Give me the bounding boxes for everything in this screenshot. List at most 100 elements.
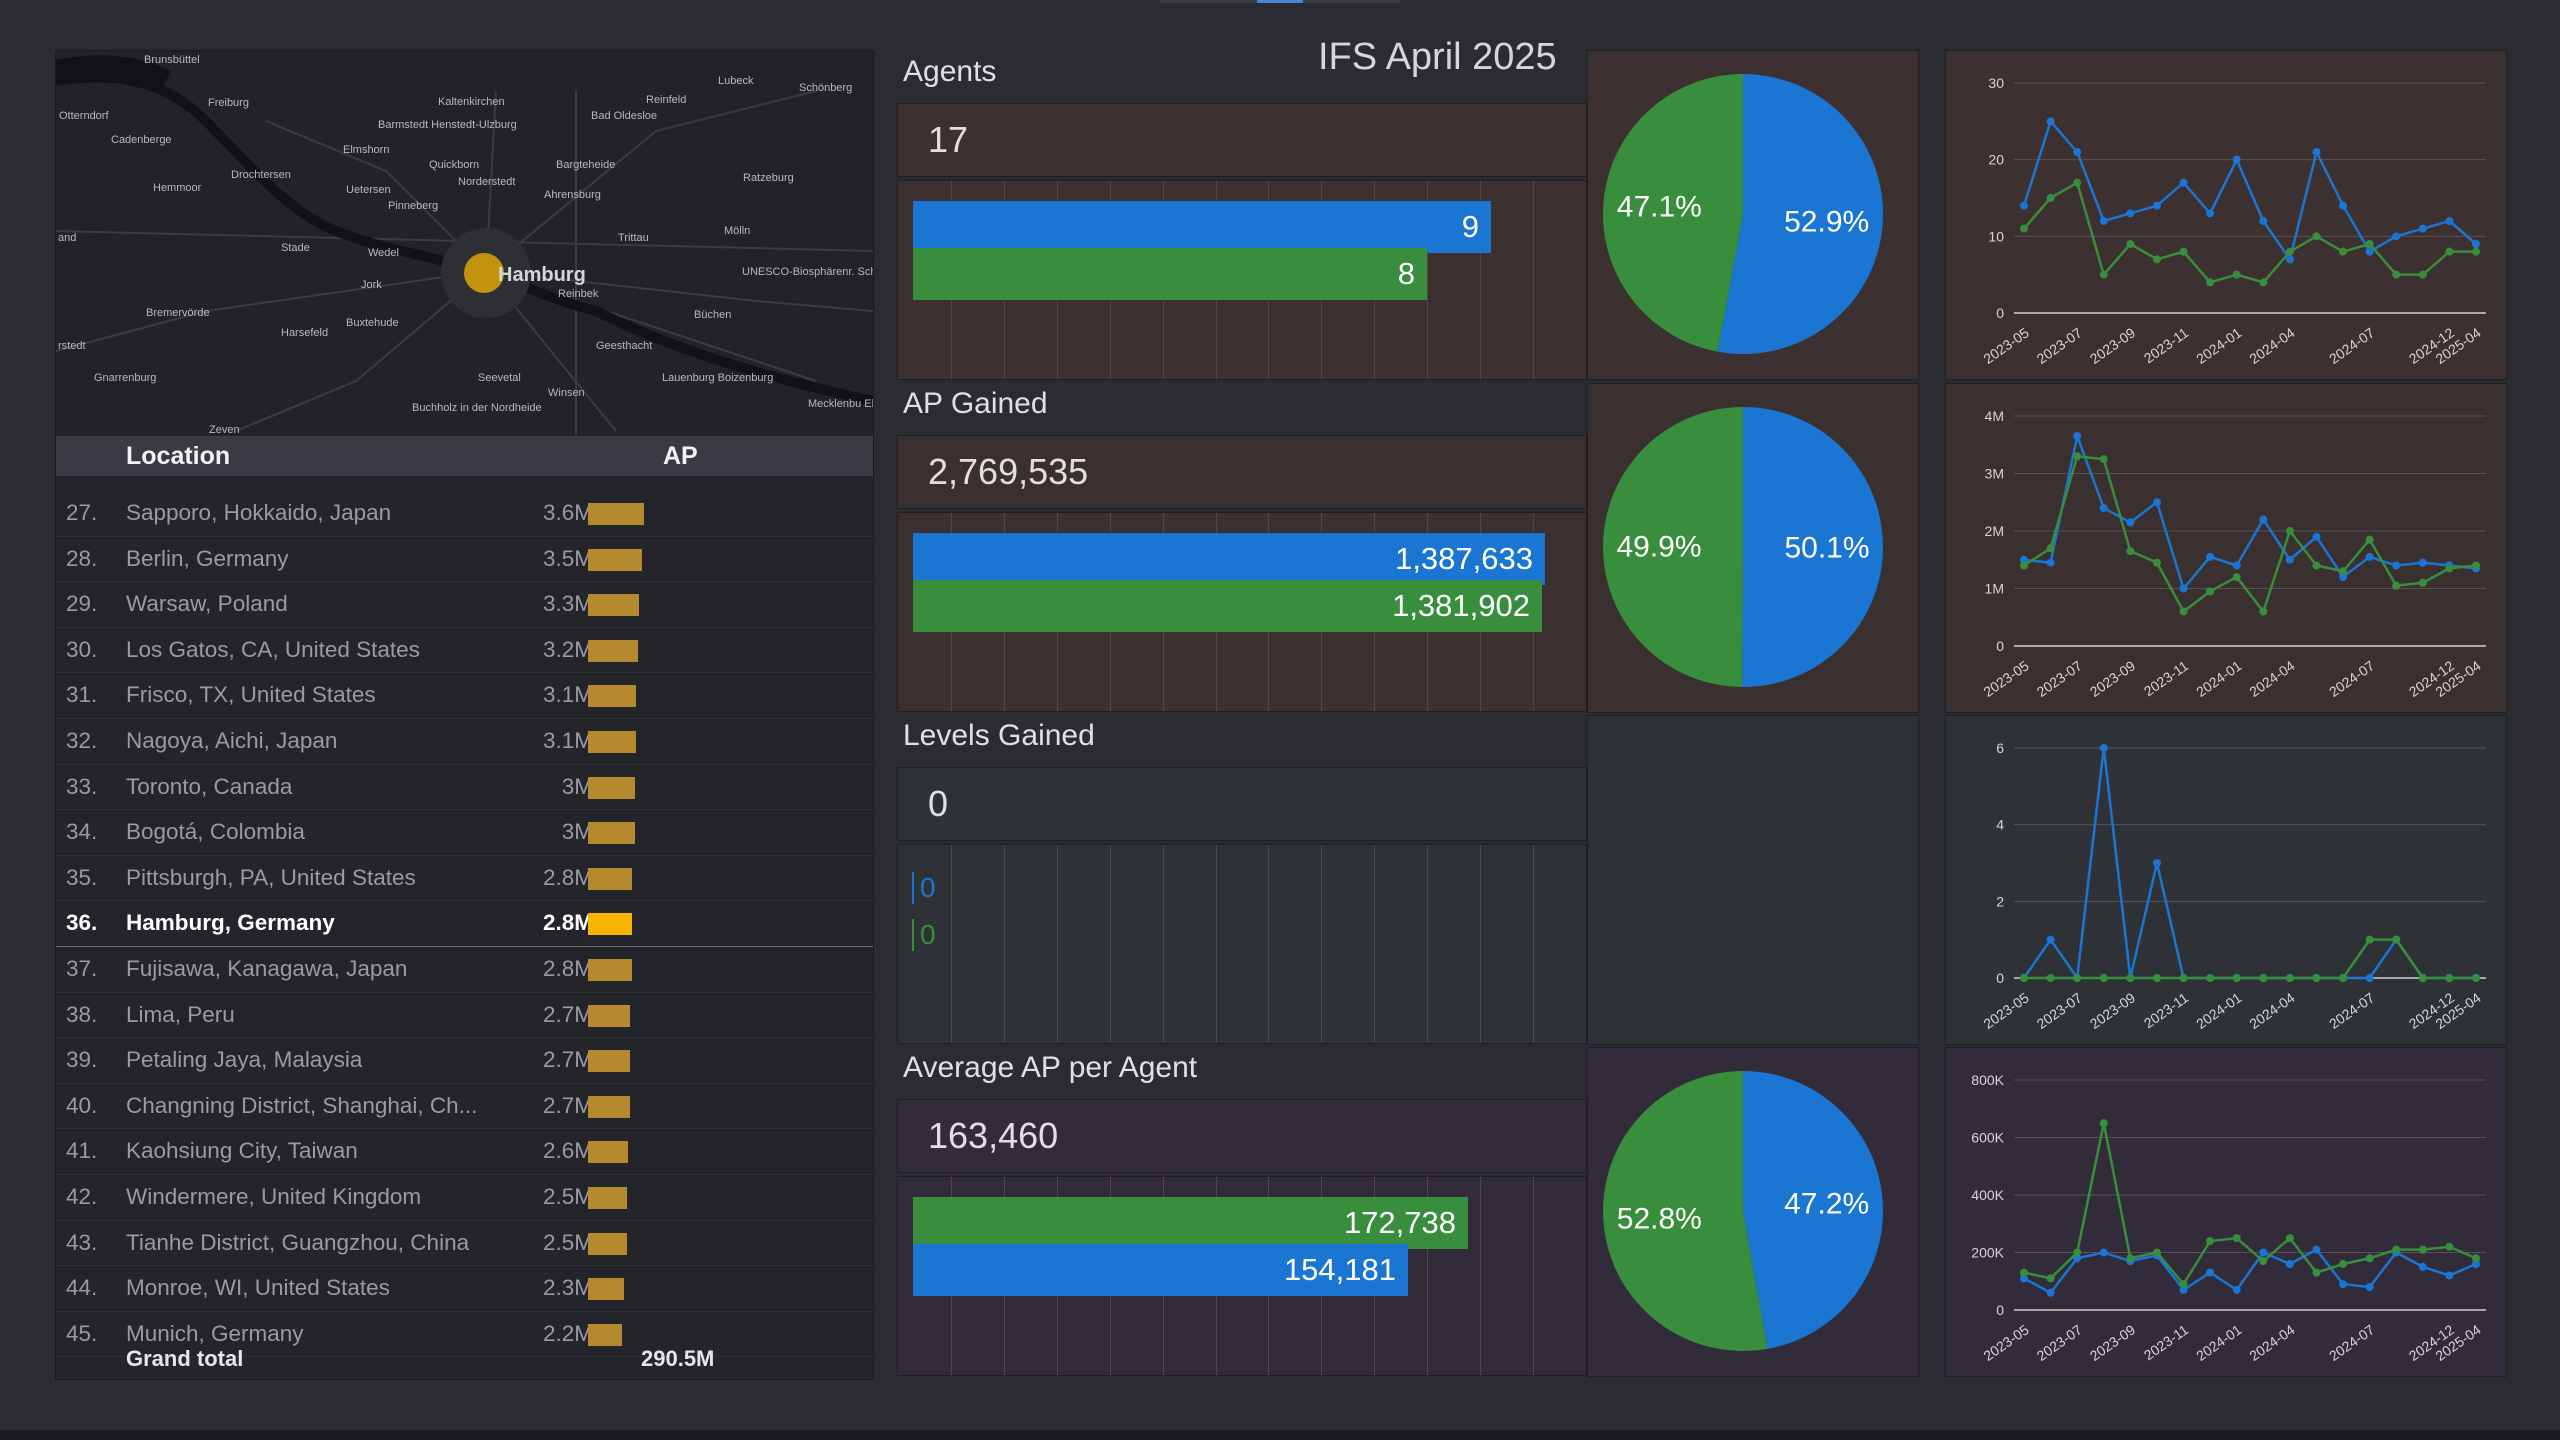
series-point[interactable]: [2339, 567, 2348, 576]
bar-green[interactable]: 8: [913, 248, 1427, 300]
series-point[interactable]: [2418, 1262, 2427, 1271]
series-point[interactable]: [2339, 1280, 2348, 1289]
series-point[interactable]: [2418, 1245, 2427, 1254]
series-line[interactable]: [2023, 454, 2477, 615]
series-point[interactable]: [2099, 270, 2108, 279]
series-point[interactable]: [2365, 535, 2374, 544]
series-point[interactable]: [2365, 935, 2374, 944]
series-point[interactable]: [2073, 432, 2082, 441]
map-canvas[interactable]: Brunsbüttel Freiburg Otterndorf Cadenber…: [56, 51, 873, 436]
series-point[interactable]: [2206, 209, 2215, 218]
series-point[interactable]: [2472, 247, 2480, 256]
series-point[interactable]: [2126, 1254, 2135, 1263]
pie-slice[interactable]: [1602, 73, 1743, 352]
series-point[interactable]: [2152, 558, 2161, 567]
series-point[interactable]: [2126, 974, 2135, 982]
table-row[interactable]: 35. Pittsburgh, PA, United States 2.8M: [56, 856, 873, 902]
agents-pie-chart[interactable]: 52.9% 47.1%: [1587, 50, 1919, 380]
series-point[interactable]: [2285, 1260, 2294, 1268]
series-point[interactable]: [2046, 1274, 2055, 1283]
series-point[interactable]: [2126, 240, 2135, 248]
series-point[interactable]: [2312, 148, 2321, 156]
table-row[interactable]: 38. Lima, Peru 2.7M: [56, 993, 873, 1039]
series-point[interactable]: [2472, 1254, 2480, 1263]
series-point[interactable]: [2285, 247, 2294, 256]
table-row[interactable]: 43. Tianhe District, Guangzhou, China 2.5M: [56, 1221, 873, 1267]
series-point[interactable]: [2339, 247, 2348, 256]
table-row[interactable]: 45. Munich, Germany 2.2M: [56, 1312, 873, 1358]
series-point[interactable]: [2179, 247, 2188, 256]
series-point[interactable]: [2232, 155, 2241, 164]
series-point[interactable]: [2365, 552, 2374, 561]
series-point[interactable]: [2392, 935, 2401, 944]
pie-slice[interactable]: [1743, 1071, 1884, 1349]
series-point[interactable]: [2073, 452, 2082, 461]
series-point[interactable]: [2206, 1268, 2215, 1277]
series-point[interactable]: [2259, 607, 2268, 616]
series-line[interactable]: [2022, 118, 2477, 263]
series-point[interactable]: [2020, 201, 2028, 210]
table-row[interactable]: 36. Hamburg, Germany 2.8M: [56, 901, 873, 947]
pie-slice[interactable]: [1603, 407, 1743, 687]
series-point[interactable]: [2365, 240, 2374, 248]
series-point[interactable]: [2445, 1242, 2454, 1251]
series-point[interactable]: [2046, 117, 2055, 126]
series-point[interactable]: [2179, 607, 2188, 616]
series-point[interactable]: [2020, 555, 2028, 564]
header-ap[interactable]: AP: [663, 442, 698, 470]
table-row[interactable]: 37. Fujisawa, Kanagawa, Japan 2.8M: [56, 947, 873, 993]
pie-slice[interactable]: [1742, 407, 1884, 687]
series-point[interactable]: [2099, 744, 2108, 752]
series-point[interactable]: [2152, 1248, 2161, 1257]
series-line[interactable]: [2023, 431, 2477, 592]
table-row[interactable]: 27. Sapporo, Hokkaido, Japan 3.6M: [56, 491, 873, 537]
series-point[interactable]: [2418, 270, 2427, 279]
series-point[interactable]: [2099, 974, 2108, 982]
ap-gained-line-chart[interactable]: 0 1M 2M 3M 4M 2023-05 2023-07 2023-09 2023-11 202…: [1945, 383, 2507, 713]
series-point[interactable]: [2445, 247, 2454, 256]
series-point[interactable]: [2152, 498, 2161, 507]
series-point[interactable]: [2020, 224, 2028, 233]
series-point[interactable]: [2259, 1257, 2268, 1266]
bar-blue[interactable]: 0: [912, 872, 936, 904]
series-point[interactable]: [2259, 974, 2268, 982]
series-point[interactable]: [2365, 1254, 2374, 1263]
levels-gained-line-chart[interactable]: 0 2 4 6 2023-05 2023-07 2023-09 2023-11 2024-01 2…: [1945, 715, 2507, 1045]
series-point[interactable]: [2232, 573, 2241, 581]
series-point[interactable]: [2445, 564, 2454, 573]
series-point[interactable]: [2445, 974, 2454, 982]
series-point[interactable]: [2126, 518, 2135, 527]
series-line[interactable]: [2023, 1122, 2477, 1287]
table-row[interactable]: 33. Toronto, Canada 3M: [56, 765, 873, 811]
series-point[interactable]: [2285, 555, 2294, 564]
series-point[interactable]: [2418, 558, 2427, 567]
series-point[interactable]: [2126, 209, 2135, 218]
series-point[interactable]: [2126, 547, 2135, 556]
series-point[interactable]: [2099, 1119, 2108, 1128]
series-point[interactable]: [2206, 974, 2215, 982]
series-point[interactable]: [2392, 270, 2401, 279]
series-point[interactable]: [2312, 561, 2321, 570]
series-point[interactable]: [2206, 552, 2215, 561]
series-point[interactable]: [2020, 974, 2028, 982]
series-point[interactable]: [2472, 974, 2480, 982]
series-point[interactable]: [2312, 1245, 2321, 1254]
series-point[interactable]: [2152, 255, 2161, 264]
series-point[interactable]: [2020, 561, 2028, 570]
series-point[interactable]: [2206, 1237, 2215, 1245]
series-point[interactable]: [2365, 1283, 2374, 1291]
pie-slice[interactable]: [1717, 74, 1883, 354]
series-point[interactable]: [2472, 1260, 2480, 1268]
series-point[interactable]: [2392, 581, 2401, 590]
table-row[interactable]: 44. Monroe, WI, United States 2.3M: [56, 1266, 873, 1312]
series-point[interactable]: [2445, 1271, 2454, 1280]
series-point[interactable]: [2073, 178, 2082, 187]
series-point[interactable]: [2445, 217, 2454, 225]
series-point[interactable]: [2073, 148, 2082, 156]
series-point[interactable]: [2099, 217, 2108, 225]
series-point[interactable]: [2179, 584, 2188, 593]
series-line[interactable]: [2024, 938, 2476, 980]
series-point[interactable]: [2339, 974, 2348, 982]
series-point[interactable]: [2285, 974, 2294, 982]
agents-line-chart[interactable]: 0 10 20 30 2023-05 2023-07 2023-09 2023-11 2024-…: [1945, 50, 2507, 380]
